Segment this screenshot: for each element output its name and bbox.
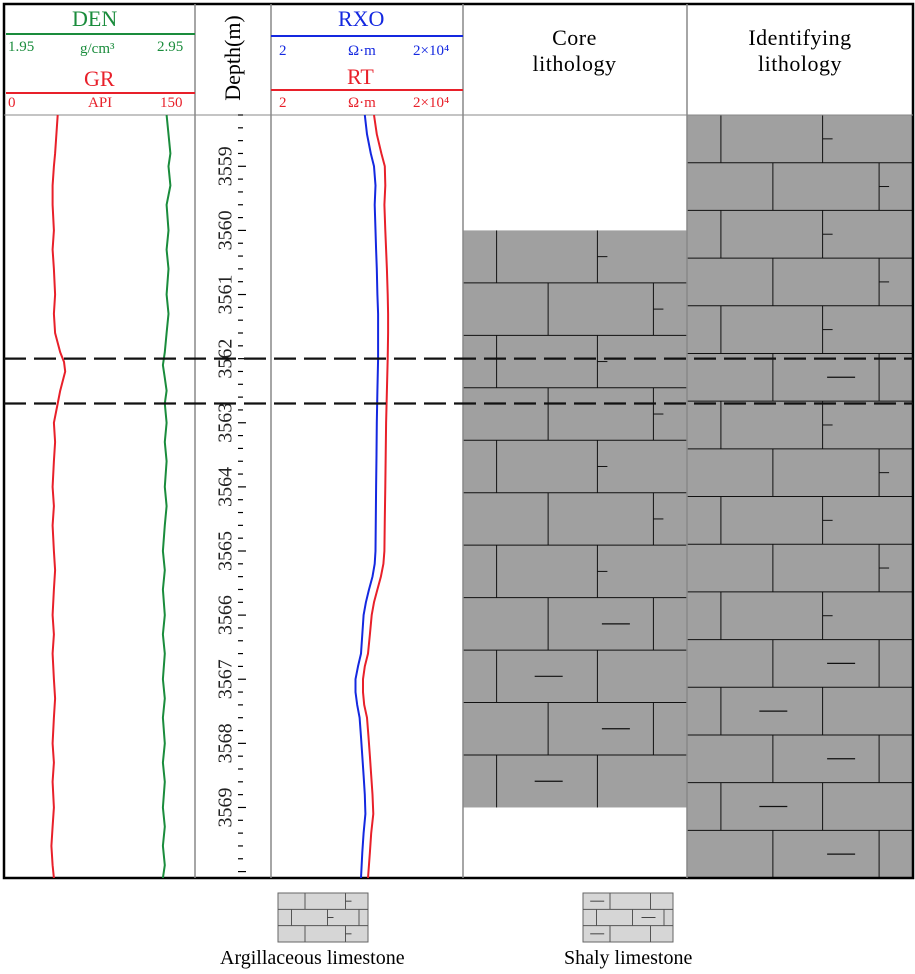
- depth-tick-label: 3560: [215, 210, 237, 250]
- identifying-lithology-title: Identifying lithology: [687, 25, 913, 78]
- core-lith-fill: [463, 230, 687, 808]
- depth-tick-label: 3568: [215, 723, 237, 763]
- gr-title: GR: [84, 66, 115, 91]
- depth-tick-label: 3561: [215, 275, 237, 315]
- gr-min: 0: [8, 95, 16, 111]
- den-title: DEN: [72, 6, 118, 31]
- rxo-min: 2: [279, 43, 287, 59]
- core-title-line1: Core: [552, 25, 597, 50]
- legend-argillaceous-label: Argillaceous limestone: [220, 947, 405, 969]
- rt-curve: [362, 114, 390, 879]
- core-title-line2: lithology: [532, 51, 617, 77]
- den-max: 2.95: [157, 39, 184, 55]
- gr-curve: [50, 114, 67, 879]
- ident-title-line2: lithology: [758, 51, 842, 77]
- rt-min: 2: [279, 95, 287, 111]
- depth-tick-label: 3564: [215, 467, 237, 507]
- depth-title: Depth(m): [220, 15, 245, 101]
- rt-max: 2×10⁴: [413, 95, 450, 111]
- rxo-curve: [354, 114, 380, 879]
- gr-max: 150: [160, 95, 183, 111]
- rxo-unit: Ω·m: [348, 43, 376, 59]
- den-unit: g/cm³: [80, 41, 115, 57]
- legend-shaly-label: Shaly limestone: [564, 947, 693, 969]
- legend-argillaceous-symbol-box: [277, 892, 369, 943]
- depth-tick-label: 3566: [215, 595, 237, 635]
- depth-tick-label: 3563: [215, 403, 237, 443]
- rxo-max: 2×10⁴: [413, 43, 450, 59]
- den-min: 1.95: [8, 39, 35, 55]
- depth-tick-label: 3559: [215, 146, 237, 186]
- ident-title-line1: Identifying: [748, 25, 852, 50]
- rxo-title: RXO: [338, 6, 385, 31]
- depth-tick-label: 3565: [215, 531, 237, 571]
- chart-frame: [2, 2, 915, 880]
- depth-tick-label: 3567: [215, 659, 237, 699]
- den-curve: [161, 114, 172, 879]
- depth-tick-label: 3569: [215, 787, 237, 827]
- core-lithology-title: Core lithology: [463, 25, 686, 78]
- rt-unit: Ω·m: [348, 95, 376, 111]
- gr-unit: API: [88, 95, 113, 111]
- rt-title: RT: [347, 64, 374, 89]
